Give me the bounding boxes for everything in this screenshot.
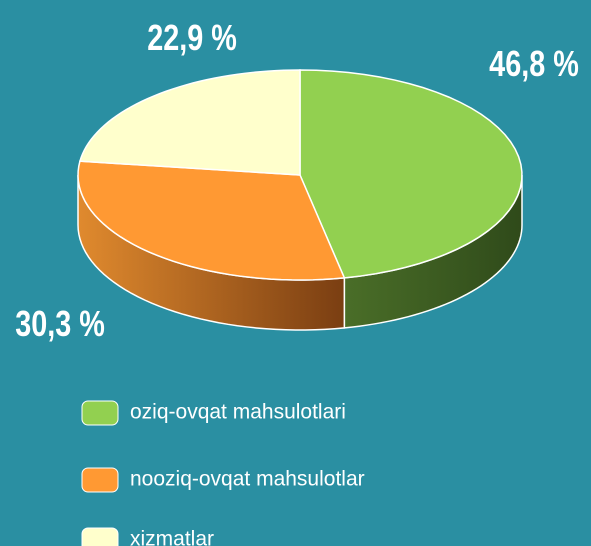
value-label: 22,9 %	[147, 17, 237, 58]
slice	[78, 69, 301, 176]
legend-swatch	[81, 467, 119, 493]
legend-label: oziq-ovqat mahsulotlari	[130, 401, 346, 424]
legend-label: nooziq-ovqat mahsulotlar	[130, 468, 365, 491]
value-label: 30,3 %	[15, 303, 105, 344]
value-label: 46,8 %	[489, 43, 579, 84]
slice	[299, 69, 523, 279]
slice	[77, 160, 346, 281]
legend-swatch	[81, 527, 119, 546]
legend-swatch	[81, 400, 119, 426]
legend-label: xizmatlar	[130, 528, 214, 546]
